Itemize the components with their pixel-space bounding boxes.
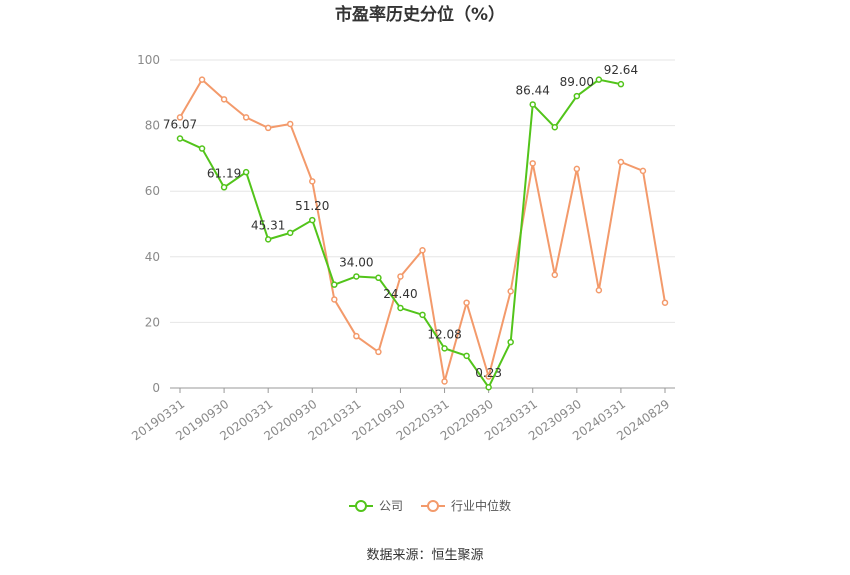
data-label: 34.00 bbox=[339, 255, 373, 269]
legend-swatch-marker bbox=[427, 500, 439, 512]
data-label: 61.19 bbox=[207, 166, 241, 180]
data-label: 45.31 bbox=[251, 218, 285, 232]
data-label: 89.00 bbox=[560, 75, 594, 89]
series-point bbox=[286, 229, 294, 237]
series-point bbox=[331, 281, 338, 288]
data-label: 24.40 bbox=[383, 287, 417, 301]
series-point bbox=[617, 158, 625, 166]
x-axis: 2019033120190930202003312020093020210331… bbox=[129, 387, 675, 443]
chart-title: 市盈率历史分位（%） bbox=[335, 4, 505, 25]
data-labels: 76.07 61.19 45.31 51.20 34.00 24.40 12.08 0.23 8… bbox=[163, 63, 638, 380]
series-point bbox=[441, 345, 448, 352]
series-point bbox=[176, 135, 184, 142]
series-point bbox=[353, 332, 360, 340]
series-point bbox=[397, 304, 404, 312]
y-tick-label: 80 bbox=[145, 119, 160, 133]
series-point bbox=[639, 167, 647, 175]
series-point bbox=[353, 273, 360, 280]
legend-swatch-marker bbox=[355, 500, 367, 512]
series-point bbox=[617, 80, 625, 88]
data-label: 86.44 bbox=[516, 83, 550, 97]
series-point bbox=[529, 160, 536, 167]
series-point bbox=[176, 114, 184, 121]
y-axis: 0 20 40 60 80 100 bbox=[137, 53, 160, 395]
series-point bbox=[375, 348, 382, 356]
series-point bbox=[551, 271, 559, 279]
series-point bbox=[507, 287, 514, 295]
series-point bbox=[242, 168, 250, 176]
series-point bbox=[463, 352, 470, 360]
legend: 公司 行业中位数 bbox=[349, 498, 511, 513]
y-tick-label: 60 bbox=[145, 184, 160, 198]
series-point bbox=[463, 299, 470, 306]
data-label: 51.20 bbox=[295, 199, 329, 213]
data-label: 76.07 bbox=[163, 117, 197, 131]
y-tick-label: 20 bbox=[145, 315, 160, 329]
series-point bbox=[507, 338, 514, 346]
series-point bbox=[485, 383, 492, 391]
series-point bbox=[441, 378, 448, 385]
series-point bbox=[485, 373, 492, 380]
series-point bbox=[220, 184, 228, 191]
series-point bbox=[375, 274, 382, 282]
y-tick-label: 100 bbox=[137, 53, 160, 67]
series-point bbox=[309, 178, 316, 185]
series-point bbox=[198, 76, 206, 83]
series-point bbox=[419, 311, 426, 319]
legend-label: 行业中位数 bbox=[451, 498, 511, 513]
series-point bbox=[397, 273, 404, 280]
series-point bbox=[286, 120, 294, 128]
series-point bbox=[595, 287, 603, 294]
data-label: 92.64 bbox=[604, 63, 638, 77]
y-tick-label: 0 bbox=[152, 381, 160, 395]
series-layer bbox=[176, 76, 669, 391]
legend-label: 公司 bbox=[379, 499, 403, 513]
series-point bbox=[573, 92, 581, 100]
series-point bbox=[264, 124, 272, 132]
y-tick-label: 40 bbox=[145, 250, 160, 264]
series-point bbox=[595, 76, 603, 83]
data-label: 0.23 bbox=[475, 366, 502, 380]
source-note: 数据来源：恒生聚源 bbox=[366, 548, 483, 563]
series-point bbox=[264, 236, 272, 243]
data-label: 12.08 bbox=[427, 327, 461, 341]
series-point bbox=[529, 101, 536, 108]
series-point bbox=[551, 123, 559, 131]
series-point bbox=[198, 145, 206, 152]
series-point bbox=[331, 296, 338, 303]
series-point bbox=[573, 165, 581, 173]
series-point bbox=[242, 114, 250, 121]
series-point bbox=[661, 299, 669, 306]
series-point bbox=[419, 246, 426, 254]
grid-lines bbox=[170, 59, 675, 323]
series-point bbox=[309, 216, 316, 224]
series-point bbox=[220, 96, 228, 103]
